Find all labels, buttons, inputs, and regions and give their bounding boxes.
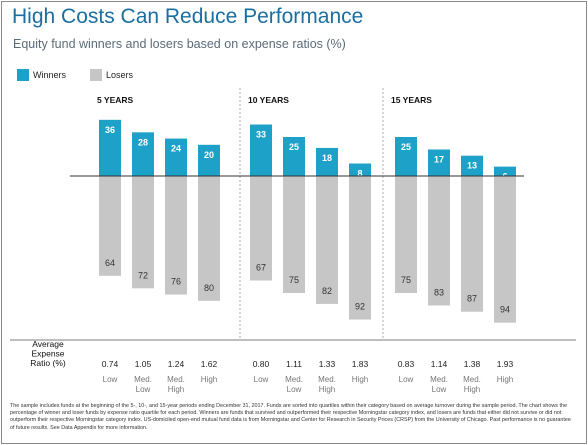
loser-value-label: 82 — [322, 286, 332, 296]
winner-value-label: 28 — [138, 137, 148, 147]
loser-bar — [461, 176, 483, 312]
legend-swatch-winners — [17, 69, 29, 81]
expense-ratio-value: 0.74 — [102, 359, 119, 369]
loser-bar — [132, 176, 154, 289]
loser-value-label: 72 — [138, 270, 148, 280]
category-tick-label: Med. — [430, 375, 448, 384]
category-tick-label: High — [319, 385, 335, 394]
legend-swatch-losers — [90, 69, 102, 81]
expense-ratio-row-label: Expense — [31, 349, 64, 359]
category-tick-label: Low — [136, 385, 151, 394]
category-tick-label: High — [168, 385, 184, 394]
legend-label-winners: Winners — [33, 70, 67, 80]
winner-bar — [99, 119, 121, 176]
winner-value-label: 33 — [256, 130, 266, 140]
loser-bar — [165, 176, 187, 295]
expense-ratio-value: 0.83 — [398, 359, 415, 369]
loser-value-label: 83 — [434, 287, 444, 297]
loser-bar — [99, 176, 121, 276]
loser-value-label: 76 — [171, 277, 181, 287]
category-tick-label: Med. — [167, 375, 185, 384]
winner-bar — [132, 132, 154, 176]
winner-value-label: 25 — [289, 142, 299, 152]
winner-bar — [395, 137, 417, 176]
expense-ratio-value: 1.24 — [168, 359, 185, 369]
loser-bar — [395, 176, 417, 293]
panel-label: 10 YEARS — [248, 95, 289, 105]
winner-value-label: 18 — [322, 153, 332, 163]
winner-bar — [494, 166, 516, 176]
winner-bar — [461, 155, 483, 176]
panel-label: 15 YEARS — [391, 95, 432, 105]
category-tick-label: Med. — [463, 375, 481, 384]
chart-title: High Costs Can Reduce Performance — [12, 5, 364, 28]
panel-label: 5 YEARS — [97, 95, 134, 105]
loser-bar — [198, 176, 220, 301]
loser-value-label: 67 — [256, 263, 266, 273]
expense-ratio-value: 1.14 — [431, 359, 448, 369]
chart-subtitle: Equity fund winners and losers based on … — [13, 37, 346, 51]
winner-value-label: 8 — [357, 169, 362, 179]
category-tick-label: Low — [432, 385, 447, 394]
footnote: The sample includes funds at the beginni… — [10, 403, 571, 431]
loser-bar — [428, 176, 450, 306]
loser-value-label: 87 — [467, 294, 477, 304]
legend-label-losers: Losers — [106, 70, 134, 80]
loser-bar — [283, 176, 305, 293]
winner-bar — [283, 137, 305, 176]
winner-value-label: 13 — [467, 161, 477, 171]
category-tick-label: Med. — [318, 375, 336, 384]
winner-bar — [250, 124, 272, 176]
winner-value-label: 24 — [171, 144, 181, 154]
winner-value-label: 36 — [105, 125, 115, 135]
category-tick-label: High — [201, 375, 217, 384]
category-tick-label: High — [464, 385, 480, 394]
loser-value-label: 92 — [355, 302, 365, 312]
expense-ratio-value: 1.62 — [201, 359, 218, 369]
winner-bar — [165, 138, 187, 176]
winner-value-label: 20 — [204, 150, 214, 160]
category-tick-label: Low — [399, 375, 414, 384]
expense-ratio-value: 1.93 — [497, 359, 514, 369]
winner-bar — [349, 163, 371, 176]
loser-bar — [349, 176, 371, 320]
expense-ratio-row-label: Ratio (%) — [30, 358, 66, 368]
expense-ratio-value: 1.11 — [286, 359, 302, 369]
category-tick-label: High — [352, 375, 368, 384]
loser-bar — [494, 176, 516, 323]
category-tick-label: Med. — [285, 375, 303, 384]
winner-value-label: 25 — [401, 142, 411, 152]
expense-ratio-value: 1.33 — [319, 359, 336, 369]
category-tick-label: Low — [254, 375, 269, 384]
winner-bar — [316, 147, 338, 176]
expense-ratio-value: 0.80 — [253, 359, 270, 369]
loser-bar — [316, 176, 338, 304]
expense-ratio-value: 1.38 — [464, 359, 481, 369]
loser-value-label: 75 — [289, 275, 299, 285]
loser-value-label: 75 — [401, 275, 411, 285]
expense-ratio-row-label: Average — [32, 339, 64, 349]
loser-value-label: 94 — [500, 305, 510, 315]
category-tick-label: High — [497, 375, 513, 384]
expense-ratio-value: 1.05 — [135, 359, 152, 369]
category-tick-label: Low — [103, 375, 118, 384]
category-tick-label: Low — [287, 385, 302, 394]
category-tick-label: Med. — [134, 375, 152, 384]
winner-bar — [428, 149, 450, 176]
expense-ratio-value: 1.83 — [352, 359, 369, 369]
winner-bar — [198, 144, 220, 176]
winner-value-label: 17 — [434, 154, 444, 164]
loser-value-label: 80 — [204, 283, 214, 293]
loser-bar — [250, 176, 272, 281]
loser-value-label: 64 — [105, 258, 115, 268]
